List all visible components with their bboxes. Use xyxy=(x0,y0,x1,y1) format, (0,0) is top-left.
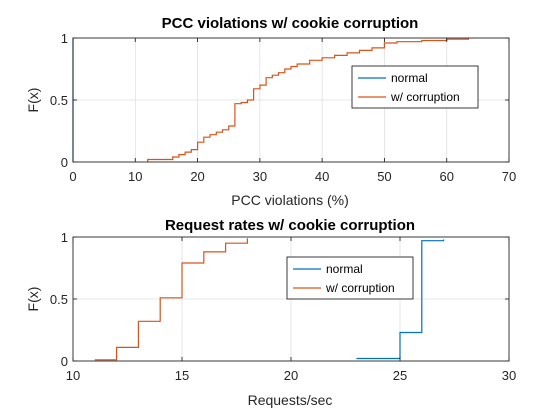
x-tick-label: 40 xyxy=(315,169,329,184)
cdf-plot-request-rates: Request rates w/ cookie corruption Reque… xyxy=(25,217,516,408)
chart-title: PCC violations w/ cookie corruption xyxy=(162,15,419,32)
y-tick-label: 1 xyxy=(61,31,68,46)
x-tick-label: 20 xyxy=(284,368,298,383)
y-tick-label: 0.5 xyxy=(50,93,68,108)
x-tick-label: 10 xyxy=(128,169,142,184)
x-tick-label: 0 xyxy=(69,169,76,184)
x-tick-label: 60 xyxy=(439,169,453,184)
x-tick-label: 20 xyxy=(190,169,204,184)
chart-title: Request rates w/ cookie corruption xyxy=(165,217,415,234)
legend: normal w/ corruption xyxy=(351,65,479,109)
legend-box xyxy=(286,256,414,300)
legend-label: w/ corruption xyxy=(325,281,395,295)
x-tick-label: 10 xyxy=(66,368,80,383)
y-tick-label: 0.5 xyxy=(50,292,68,307)
x-tick-label: 30 xyxy=(253,169,267,184)
x-tick-label: 15 xyxy=(175,368,189,383)
y-axis-label: F(x) xyxy=(25,287,41,312)
y-tick-label: 0 xyxy=(61,354,68,369)
x-axis-label: PCC violations (%) xyxy=(231,192,348,208)
x-axis-label: Requests/sec xyxy=(248,392,333,408)
y-tick-label: 1 xyxy=(61,230,68,245)
legend: normal w/ corruption xyxy=(286,256,414,300)
x-tick-label: 25 xyxy=(393,368,407,383)
legend-label: normal xyxy=(391,71,428,85)
y-tick-label: 0 xyxy=(61,155,68,170)
x-tick-label: 30 xyxy=(502,368,516,383)
series-line-w-corruption xyxy=(94,238,248,361)
y-axis-label: F(x) xyxy=(25,88,41,113)
x-tick-label: 50 xyxy=(377,169,391,184)
cdf-plot-pcc-violations: PCC violations w/ cookie corruption PCC … xyxy=(25,15,516,208)
x-tick-label: 70 xyxy=(502,169,516,184)
legend-label: normal xyxy=(326,262,363,276)
legend-box xyxy=(351,65,479,109)
series-line-w-corruption xyxy=(147,38,470,162)
legend-label: w/ corruption xyxy=(390,90,460,104)
